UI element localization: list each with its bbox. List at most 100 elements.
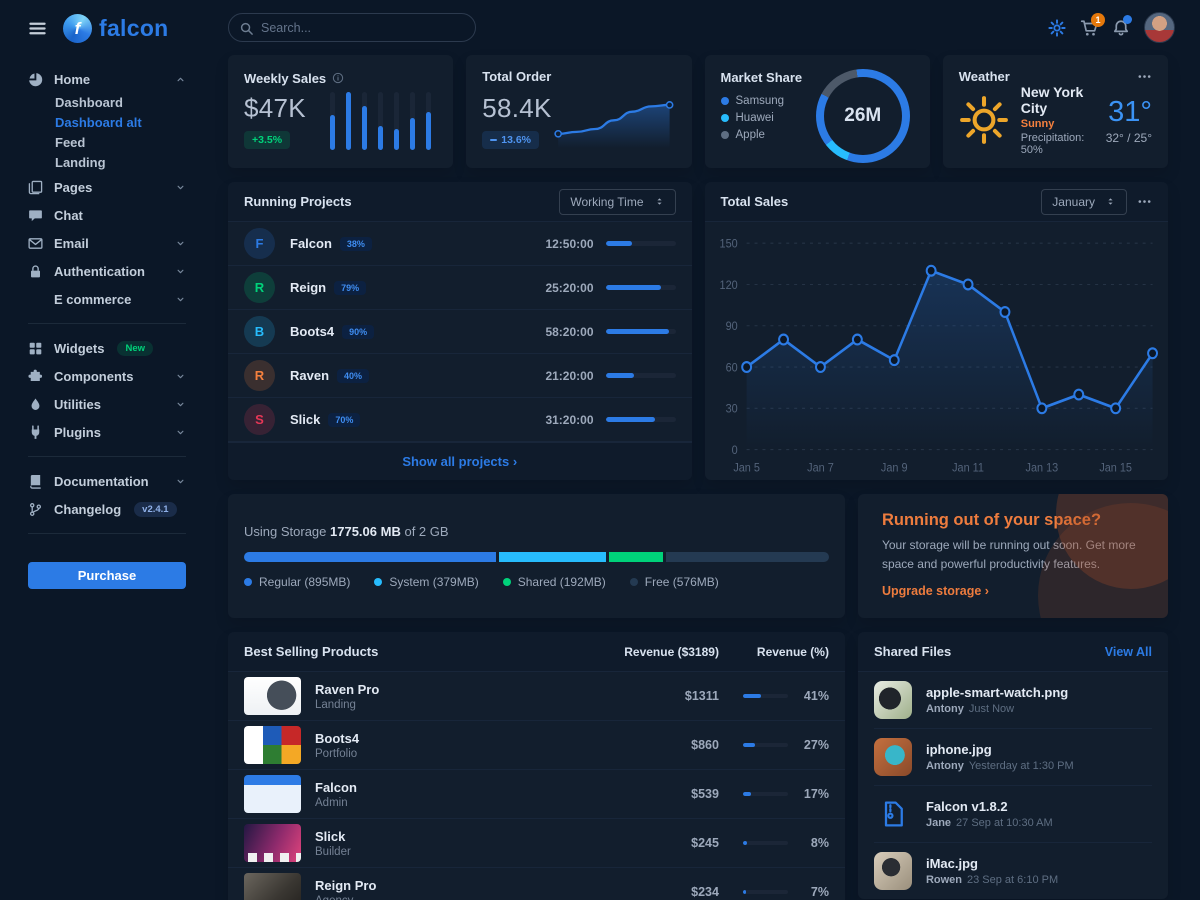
project-row: R Raven 40% 21:20:00 [228,354,692,398]
weather-card: Weather New York City Sunny Precipitatio… [942,55,1168,168]
file-time: 27 Sep at 10:30 AM [956,817,1053,829]
legend-dot [720,97,729,105]
total-sales-card: Total Sales January 0 30 60 90 120 150 Jan 5 Ja… [704,182,1168,480]
file-thumbnail [873,738,912,776]
envelope-icon [28,236,43,251]
sidebar-item-email[interactable]: Email [28,229,186,257]
middle-row: Running Projects Working Time F Falcon 38%… [228,182,1168,480]
file-name-link[interactable]: Falcon v1.8.2 [925,799,1008,814]
file-name-link[interactable]: iMac.jpg [925,856,978,871]
sidebar-item-dashboard[interactable]: Dashboard [55,95,123,110]
settings-gear-icon[interactable] [1048,19,1066,37]
lock-icon [28,264,43,279]
product-name-link[interactable]: Raven Pro [315,681,380,697]
upgrade-storage-link[interactable]: Upgrade storage › [881,584,989,599]
weather-temp: 31° [1108,95,1152,128]
view-all-link[interactable]: View All [1104,644,1152,659]
product-revenue-percent: 7% [810,885,829,899]
zip-icon [879,800,907,828]
project-name-link[interactable]: Falcon [290,236,332,251]
revenue-percent-column-header: Revenue (%) [756,644,829,659]
user-avatar[interactable] [1144,12,1175,43]
product-name-link[interactable]: Slick [315,828,346,844]
product-thumbnail [244,677,301,715]
product-row: Reign Pro Agency $234 7% [228,868,845,900]
water-drop-icon [28,397,43,412]
project-percent-badge: 70% [328,412,361,427]
upgrade-space-body: Your storage will be running out soon. G… [881,538,1136,571]
total-order-title: Total Order [482,69,552,84]
project-time: 31:20:00 [545,412,594,427]
total-sales-menu-ellipsis-icon[interactable] [1137,194,1152,209]
svg-text:Jan 9: Jan 9 [880,462,907,475]
project-avatar: S [244,404,275,435]
legend-label: Shared (192MB) [517,574,606,589]
storage-card: Using Storage 1775.06 MB of 2 GB Regular… [228,494,845,618]
total-order-value: 58.4K [482,93,552,123]
product-row: Raven Pro Landing $1311 41% [228,672,845,721]
market-share-title: Market Share [720,70,803,85]
storage-segment-regular [244,551,497,562]
revenue-column-header: Revenue ($3189) [624,644,719,659]
weather-menu-ellipsis-icon[interactable] [1137,69,1152,84]
product-name-link[interactable]: Falcon [315,779,357,795]
product-category: Landing [315,698,356,711]
weekly-sales-title: Weekly Sales [244,70,327,86]
search-icon [239,20,254,38]
sidebar-item-authentication[interactable]: Authentication [28,257,186,285]
sidebar-item-dashboard-alt[interactable]: Dashboard alt [55,115,142,130]
product-name-link[interactable]: Boots4 [315,730,360,746]
falcon-logo[interactable]: f falcon [63,14,169,43]
project-name-link[interactable]: Boots4 [290,324,335,339]
product-revenue-bar [742,841,788,845]
month-select[interactable]: January [1041,188,1127,215]
sidebar-item-utilities[interactable]: Utilities [28,390,186,418]
sidebar-item-changelog[interactable]: Changelog v2.4.1 [28,495,186,523]
sidebar-item-e-commerce[interactable]: E commerce [28,285,186,313]
new-badge: New [117,340,153,356]
project-name-link[interactable]: Reign [290,280,327,295]
project-name-link[interactable]: Raven [290,368,330,383]
legend-dot [374,577,383,586]
working-time-select[interactable]: Working Time [559,188,676,215]
code-branch-icon [28,502,43,517]
caret-updown-icon [654,196,665,207]
sidebar-item-home[interactable]: Home [28,65,186,93]
cart-icon[interactable]: 1 [1080,12,1105,37]
sidebar-item-plugins[interactable]: Plugins [28,418,186,446]
project-name-link[interactable]: Slick [290,412,321,427]
sidebar-item-pages[interactable]: Pages [28,173,186,201]
chevron-down-icon [175,294,186,305]
sidebar-item-feed[interactable]: Feed [55,135,86,150]
project-progress-bar [605,329,676,334]
info-icon[interactable] [332,69,344,87]
book-icon [28,474,43,489]
product-revenue-bar [742,792,788,796]
sidebar-item-documentation[interactable]: Documentation [28,467,186,495]
sidebar-item-chat[interactable]: Chat [28,201,186,229]
pie-chart-icon [28,72,43,87]
project-time: 25:20:00 [545,280,594,295]
project-avatar: R [244,272,275,303]
purchase-button[interactable]: Purchase [28,562,186,589]
file-name-link[interactable]: iphone.jpg [925,742,992,757]
sidebar-item-components[interactable]: Components [28,362,186,390]
search-input[interactable] [228,13,476,42]
product-name-link[interactable]: Reign Pro [315,877,377,893]
show-all-projects-link[interactable]: Show all projects › [402,454,518,469]
running-projects-title: Running Projects [244,194,352,209]
sidebar-item-label: Authentication [54,263,145,279]
menu-icon[interactable] [28,19,47,38]
chevron-down-icon [175,371,186,382]
sidebar-item-landing[interactable]: Landing [55,155,106,170]
product-thumbnail [244,726,301,764]
notifications-bell-icon[interactable] [1112,14,1132,37]
market-share-donut-chart: 26M [815,69,910,163]
file-name-link[interactable]: apple-smart-watch.png [925,685,1069,700]
sidebar-item-widgets[interactable]: Widgets New [28,334,186,362]
file-time: Just Now [968,703,1015,715]
dash-icon [490,139,498,141]
brand-name: falcon [99,15,169,41]
sidebar-item-label: Email [54,235,89,251]
chevron-down-icon [175,476,186,487]
